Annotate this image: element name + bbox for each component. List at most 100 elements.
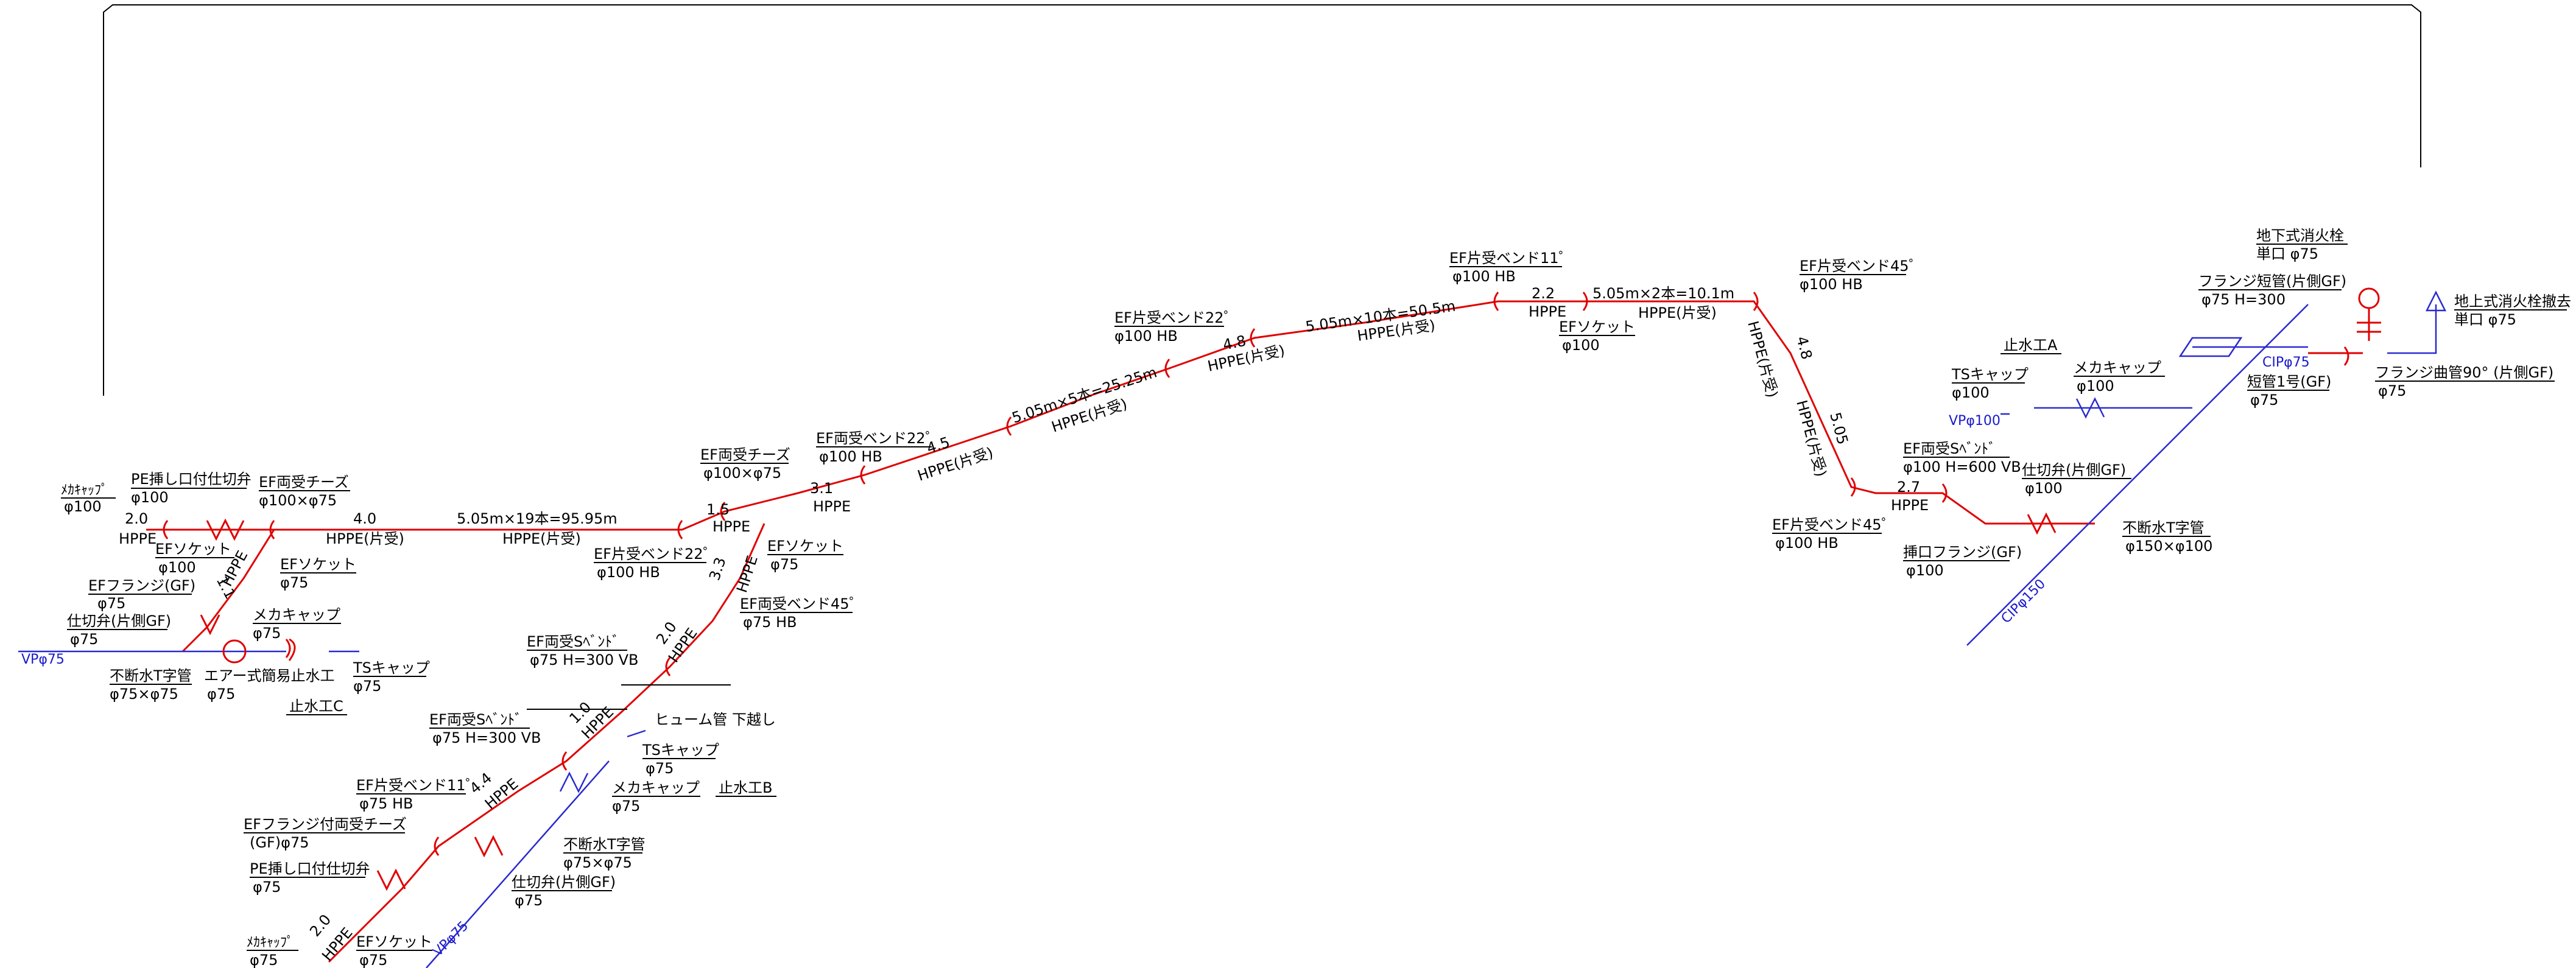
label-valve-gf-r: 仕切弁(片側GF) <box>2022 461 2126 479</box>
label-ts-cap-b-d: φ75 <box>646 760 674 777</box>
hydrant-symbol <box>222 287 2381 664</box>
label-hydrant-ug: 地下式消火栓 <box>2256 227 2344 244</box>
label-ef-tee-mid-d: φ100×φ75 <box>703 465 781 482</box>
label-ts-cap-b: TSキャップ <box>642 742 719 759</box>
label-pe-valve-top-d: φ100 <box>131 489 169 506</box>
label-meka-cap-tl-d: φ100 <box>64 498 102 515</box>
label-ef-bend22-b-d: φ100 HB <box>819 448 882 465</box>
label-ef-flange-tee: EFフランジ付両受チーズ <box>244 816 407 833</box>
label-ef-socket-a: EFソケット <box>155 541 231 558</box>
label-vp75-b: VPφ75 <box>431 918 472 959</box>
label-ef-socket-d-d: φ100 <box>1562 337 1600 354</box>
label-stop-a: 止水工A <box>2004 337 2058 354</box>
label-ef-socket-b: EFソケット <box>280 556 356 573</box>
label-meka-cap-b-d: φ75 <box>612 798 640 815</box>
label-ts-cap-a: TSキャップ <box>1951 366 2029 383</box>
label-hppe-kata-2: HPPE(片受) <box>502 530 581 547</box>
label-ef-bend22-a-d: φ100 HB <box>597 564 660 581</box>
label-ef-flange-gf: EFフランジ(GF) <box>88 577 195 594</box>
label-meka-cap-c: メカキャップ <box>253 606 340 623</box>
label-ef-socket-a-d: φ100 <box>158 559 196 576</box>
label-flange-bend90: フランジ曲管90° (片側GF) <box>2375 364 2553 381</box>
pipe-fittings <box>163 292 2349 891</box>
label-ef-flange-gf-d: φ75 <box>97 595 125 612</box>
label-pe-valve-b-d: φ75 <box>253 879 281 896</box>
label-len-31: 3.1 <box>810 480 833 497</box>
label-ef-socket-c-d: φ75 <box>770 556 798 573</box>
label-fudan-t-l: 不断水T字管 <box>110 667 192 684</box>
label-meka-cap-bl: ﾒｶｷｬｯﾌﾟ <box>247 935 294 950</box>
label-valve-gf-l-d: φ75 <box>70 631 98 648</box>
drawing-frame <box>103 4 2421 396</box>
label-ef-bend45-a-d: φ75 HB <box>743 614 797 631</box>
label-air-stop: エアー式簡易止水工 <box>204 667 335 684</box>
label-meka-cap-tl: ﾒｶｷｬｯﾌﾟ <box>61 483 108 498</box>
label-ef-tee-top-d: φ100×φ75 <box>259 492 337 509</box>
label-flange-bend90-d: φ75 <box>2378 382 2406 399</box>
label-fudan-t-b-d: φ75×φ75 <box>563 854 632 871</box>
label-meka-cap-a: メカキャップ <box>2074 359 2161 376</box>
label-ef-bend11-l-d: φ75 HB <box>359 795 413 812</box>
label-ef-bend22-a: EF片受ベンド22゜ <box>594 545 718 563</box>
label-hppe-6: HPPE <box>1529 303 1566 320</box>
label-fudan-t-r-d: φ150×φ100 <box>2125 538 2212 555</box>
label-air-stop-d: φ75 <box>207 686 235 703</box>
label-ef-bend11-top-d: φ100 HB <box>1452 268 1516 285</box>
label-hppe-4: HPPE <box>733 553 761 595</box>
label-flange-short-gf-d: φ75 H=300 <box>2201 291 2286 308</box>
label-valve-gf-b-d: φ75 <box>515 892 543 909</box>
label-ef-socket-b-d: φ75 <box>280 574 308 591</box>
label-meka-cap-b: メカキャップ <box>612 779 700 796</box>
label-ef-bend45-a: EF両受ベンド45゜ <box>740 595 864 612</box>
label-insert-flange: 挿口フランジ(GF) <box>1903 544 2022 561</box>
label-hppe-1: HPPE <box>119 530 157 547</box>
label-ef-socket-c: EFソケット <box>767 538 843 555</box>
label-ef-tee-top: EF両受チーズ <box>259 474 349 491</box>
label-ef-bend45-b: EF片受ベンド45゜ <box>1800 258 1924 275</box>
label-insert-flange-d: φ100 <box>1906 562 1944 579</box>
label-ts-cap-c: TSキャップ <box>353 659 430 676</box>
label-len-48b: 4.8 <box>1793 334 1815 361</box>
label-pe-valve-b: PE挿し口付仕切弁 <box>250 860 370 877</box>
label-ef-sbend-r-d: φ100 H=600 VB <box>1903 458 2021 475</box>
label-valve-gf-l: 仕切弁(片側GF) <box>67 612 171 630</box>
label-ts-cap-c-d: φ75 <box>353 678 381 695</box>
label-len-20c: 2.0 <box>306 911 334 940</box>
label-valve-gf-r-d: φ100 <box>2025 480 2063 497</box>
label-hppe-kata-1: HPPE(片受) <box>326 530 404 547</box>
label-hydrant-ug-d: 単口 φ75 <box>2256 245 2318 262</box>
label-ef-flange-tee-d: (GF)φ75 <box>250 834 309 851</box>
label-ef-bend22-b: EF両受ベンド22゜ <box>816 430 940 447</box>
label-ef-socket-e: EFソケット <box>356 933 432 950</box>
label-ef-bend11-l: EF片受ベンド11゜ <box>356 777 480 794</box>
label-hppe-7: HPPE <box>1891 497 1929 514</box>
label-ef-socket-e-d: φ75 <box>359 952 387 968</box>
existing-pipes <box>18 290 2447 968</box>
label-ef-bend11-top: EF片受ベンド11゜ <box>1449 250 1574 267</box>
label-hppe-3: HPPE <box>713 518 750 535</box>
label-vp100: VPφ100 <box>1949 413 2001 429</box>
label-hppe-kata-7: HPPE(片受) <box>1638 304 1717 321</box>
label-hume-pipe: ヒューム管 下越し <box>655 711 776 728</box>
label-ef-sbend-r: EF両受Sﾍﾞﾝﾄﾞ <box>1903 440 1996 457</box>
labels: ﾒｶｷｬｯﾌﾟ φ100 PE挿し口付仕切弁 φ100 EF両受チーズ φ100… <box>21 227 2571 968</box>
label-ef-bend45-b-d: φ100 HB <box>1800 276 1863 293</box>
label-meka-cap-bl-d: φ75 <box>250 952 278 968</box>
label-hydrant-remove-d: 単口 φ75 <box>2454 311 2516 328</box>
label-ts-cap-a-d: φ100 <box>1952 384 1990 401</box>
label-len-15: 1.5 <box>706 501 730 518</box>
label-stop-c: 止水工C <box>289 698 343 715</box>
label-fudan-t-r: 不断水T字管 <box>2122 519 2205 536</box>
label-run-4: 5.05m×2本=10.1m <box>1592 285 1734 302</box>
label-ef-bend45-c-d: φ100 HB <box>1775 535 1839 552</box>
label-fudan-t-b: 不断水T字管 <box>563 836 646 853</box>
label-flange-short-gf: フランジ短管(片側GF) <box>2198 273 2346 290</box>
label-ef-sbend-m-d: φ75 H=300 VB <box>530 651 638 668</box>
label-short-pipe1: 短管1号(GF) <box>2247 373 2331 390</box>
label-ef-bend22-c: EF片受ベンド22゜ <box>1114 309 1239 326</box>
label-len-20: 2.0 <box>125 510 148 527</box>
label-cip75: CIPφ75 <box>2262 355 2310 370</box>
label-short-pipe1-d: φ75 <box>2250 391 2278 409</box>
label-fudan-t-l-d: φ75×φ75 <box>110 686 178 703</box>
